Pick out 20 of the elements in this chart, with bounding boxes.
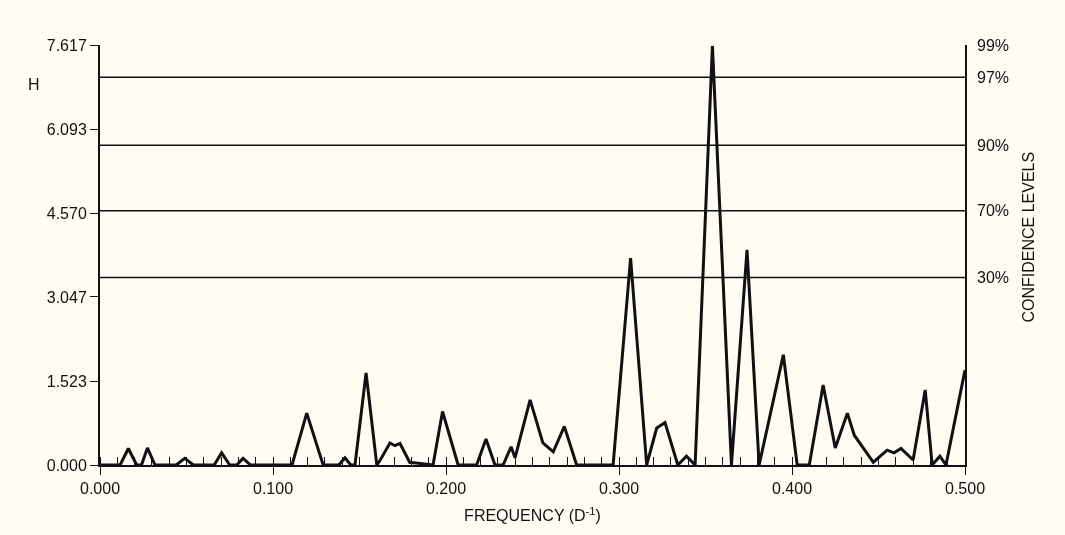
text: 99% xyxy=(977,37,1010,54)
x-tick-label: 0.500 xyxy=(944,480,986,498)
x-tick-label: 0.200 xyxy=(425,480,467,498)
y2-axis-title: CONFIDENCE LEVELS xyxy=(1019,151,1037,323)
text: 97% xyxy=(977,69,1010,86)
y-tick-label: 3.047 xyxy=(46,288,87,306)
x-axis-title: FREQUENCY (D$^{-1}$) xyxy=(464,504,601,525)
y-tick-label: 6.093 xyxy=(46,120,87,138)
y-tick-label: 7.617 xyxy=(46,36,87,54)
y-tick-label: 4.570 xyxy=(46,204,87,222)
y-axis-title: H xyxy=(28,76,40,93)
x-tick-label: 0.300 xyxy=(598,480,640,498)
y-tick-label: 0.000 xyxy=(46,456,87,474)
text: 30% xyxy=(977,269,1010,286)
text: 70% xyxy=(977,202,1010,219)
text: 90% xyxy=(977,137,1010,154)
x-tick-label: 0.000 xyxy=(79,480,121,498)
x-tick-label: 0.100 xyxy=(252,480,294,498)
y-tick-label: 1.523 xyxy=(46,372,87,390)
x-tick-label: 0.400 xyxy=(771,480,813,498)
